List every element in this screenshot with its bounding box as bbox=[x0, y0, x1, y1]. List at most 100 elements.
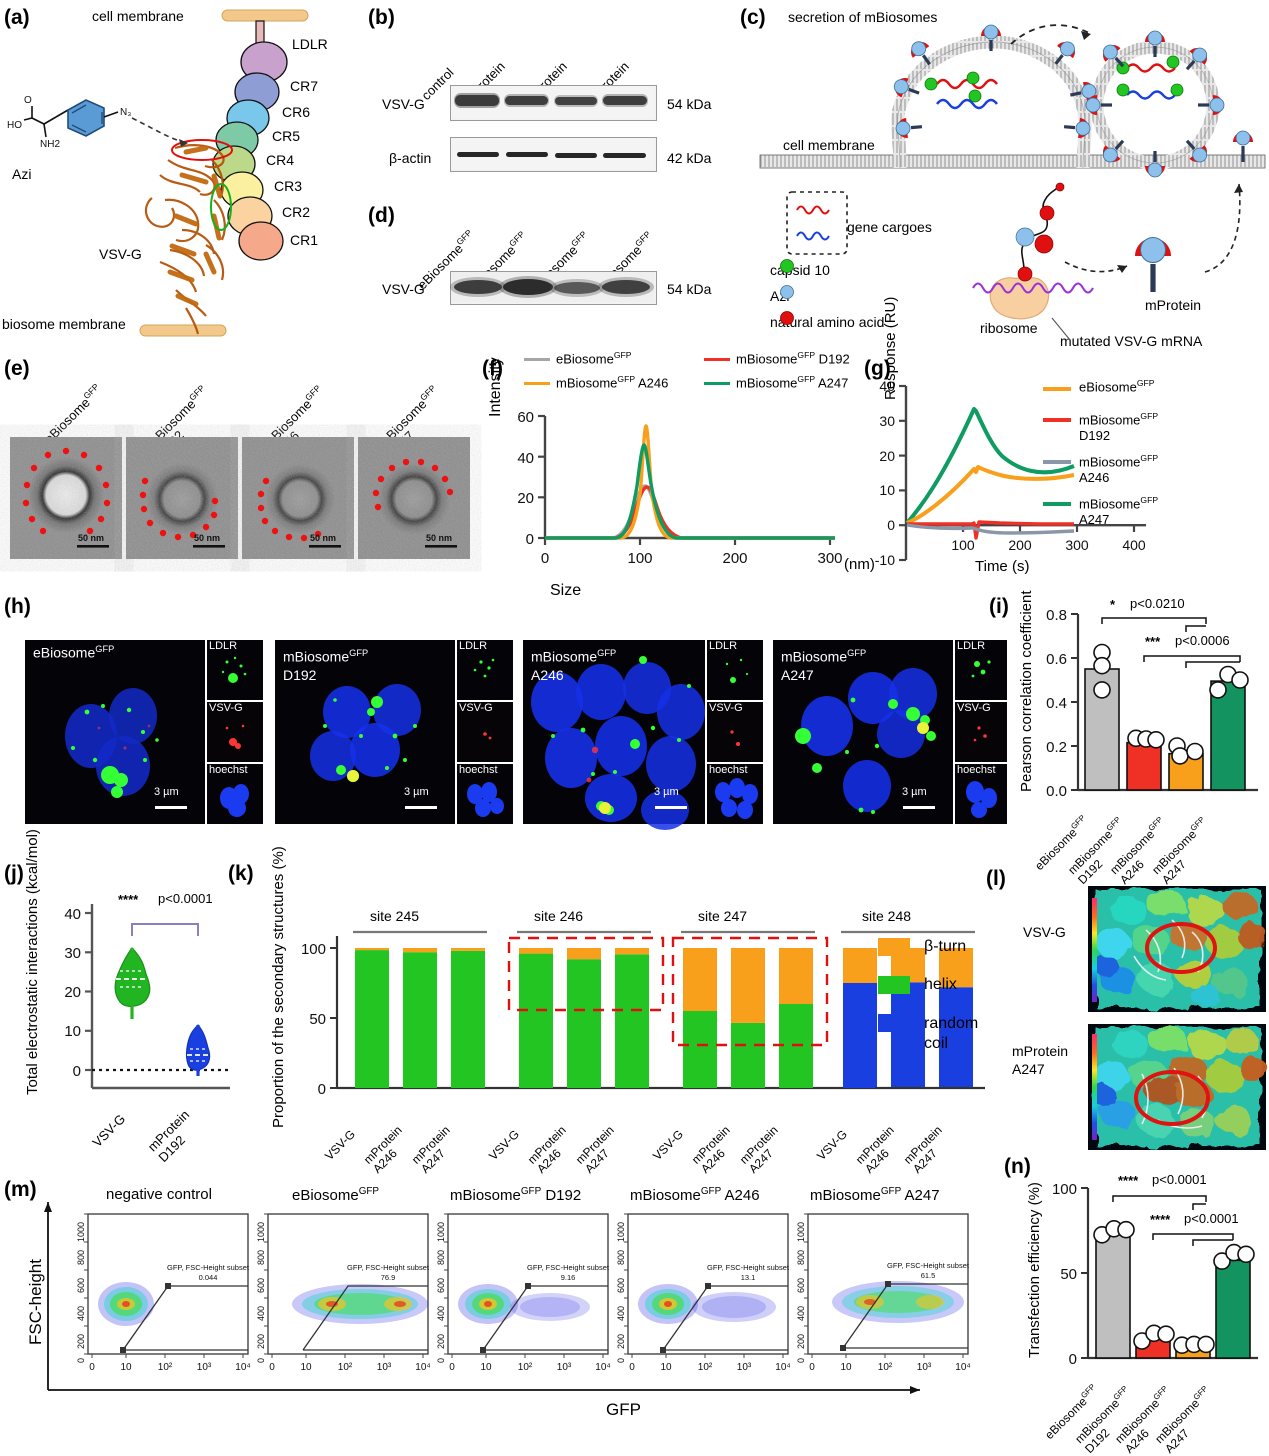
m-gate-label-0: GFP, FSC-Height subset bbox=[167, 1263, 250, 1272]
m-scatter-4: 1000 800 600 400 200 0 0 10 10² 10³ 10⁴ GFP… bbox=[796, 1213, 971, 1373]
svg-text:10³: 10³ bbox=[557, 1362, 572, 1373]
j-annot-text: p<0.0001 bbox=[158, 891, 213, 906]
g-ytick-30: 30 bbox=[879, 413, 895, 429]
h-channel-label: LDLR bbox=[709, 640, 738, 652]
h-image-label-1: mBiosomeGFP D192 bbox=[283, 648, 369, 683]
i-annot-stars-1: *** bbox=[1145, 634, 1161, 649]
g-ytick-40: 40 bbox=[879, 378, 895, 394]
g-legend-label-0: eBiosomeGFP bbox=[1079, 378, 1155, 395]
i-ylabel: Pearson correlation coefficient bbox=[1018, 590, 1035, 792]
svg-text:1000: 1000 bbox=[616, 1222, 626, 1242]
h-channel-label: VSV-G bbox=[709, 702, 743, 714]
a-domain-cr5: CR5 bbox=[272, 128, 301, 144]
svg-text:10: 10 bbox=[480, 1362, 492, 1373]
h-channel-vsvg-0: VSV-G bbox=[207, 702, 263, 762]
panel-label-i: (i) bbox=[989, 595, 1009, 618]
n-annot-stars-0: **** bbox=[1118, 1173, 1139, 1188]
k-xcat-11: mProtein A247 bbox=[900, 1122, 945, 1176]
k-legend-label-beta: β-turn bbox=[924, 938, 967, 955]
i-annot-text-0: p<0.0210 bbox=[1130, 596, 1185, 611]
k-group-245 bbox=[355, 948, 485, 1088]
j-chart: 40 30 20 10 0 bbox=[64, 904, 230, 1090]
h-scalebar-1: 3 µm bbox=[404, 786, 429, 798]
svg-text:400: 400 bbox=[796, 1306, 806, 1321]
i-ytick-08: 0.8 bbox=[1046, 607, 1067, 624]
m-plot-title-3: mBiosomeGFP A246 bbox=[630, 1186, 760, 1204]
panel-label-g: (g) bbox=[864, 357, 891, 380]
k-bar-beta bbox=[403, 948, 437, 953]
l-structure-vsvg bbox=[1088, 886, 1267, 1012]
svg-text:10²: 10² bbox=[158, 1362, 173, 1373]
f-xtick-0: 0 bbox=[541, 550, 549, 567]
a-domain-cr1: CR1 bbox=[290, 232, 319, 248]
m-gate-value-4: 61.5 bbox=[921, 1271, 936, 1280]
a-domain-ldlr: LDLR bbox=[292, 36, 328, 52]
k-xcat-3: VSV-G bbox=[486, 1127, 522, 1163]
g-ytick-20: 20 bbox=[879, 448, 895, 464]
k-bar-helix bbox=[451, 950, 485, 1088]
i-annot-text-1: p<0.0006 bbox=[1175, 633, 1230, 648]
f-ytick-20: 20 bbox=[517, 490, 534, 507]
k-legend-swatch-coil bbox=[878, 1014, 910, 1032]
k-site-247: site 247 bbox=[698, 908, 748, 924]
k-bar-coil bbox=[843, 983, 877, 1088]
g-legend-label-1: mBiosomeGFP D192 bbox=[1079, 411, 1159, 444]
a-domain-cr4: CR4 bbox=[266, 152, 295, 168]
a-domain-cr3: CR3 bbox=[274, 178, 303, 194]
f-xtick-200: 200 bbox=[722, 550, 747, 567]
j-xcat-0: VSV-G bbox=[89, 1111, 129, 1150]
k-xcat-4: mProtein A246 bbox=[524, 1122, 569, 1176]
j-ytick-20: 20 bbox=[64, 984, 81, 1001]
m-gate-value-1: 76.9 bbox=[381, 1273, 396, 1282]
svg-text:10: 10 bbox=[660, 1362, 672, 1373]
svg-text:0: 0 bbox=[256, 1358, 266, 1363]
i-chart: 0.8 0.6 0.4 0.2 0.0 bbox=[1046, 607, 1258, 800]
svg-text:800: 800 bbox=[76, 1250, 86, 1265]
c-legend-2-label: natural amino acid bbox=[770, 314, 885, 330]
panel-label-n: (n) bbox=[1004, 1155, 1031, 1178]
k-bar-beta bbox=[779, 948, 813, 1004]
a-diagram: O HO NH2 N₃ bbox=[7, 9, 309, 337]
g-legend-swatch-0 bbox=[1043, 387, 1071, 391]
d-row-label: VSV-G bbox=[382, 281, 425, 297]
c-mprotein-label: mProtein bbox=[1145, 297, 1202, 313]
h-channel-vsvg-1: VSV-G bbox=[457, 702, 513, 762]
b-blot-actin bbox=[450, 137, 657, 172]
a-azi-nh2-label: NH2 bbox=[40, 139, 60, 150]
g-legend-label-3: mBiosomeGFP A247 bbox=[1079, 495, 1159, 528]
panel-label-k: (k) bbox=[228, 862, 254, 885]
h-image-label-2: mBiosomeGFP A246 bbox=[531, 648, 617, 683]
h-main-image-3: mBiosomeGFP A247 3 µm bbox=[773, 640, 953, 824]
g-legend-swatch-2 bbox=[1043, 460, 1071, 464]
panel-label-c: (c) bbox=[740, 6, 766, 29]
m-xlabel: GFP bbox=[606, 1400, 641, 1419]
m-gate-label-4: GFP, FSC-Height subset bbox=[887, 1261, 970, 1270]
i-ytick-04: 0.4 bbox=[1046, 695, 1067, 712]
k-bar-coil bbox=[939, 987, 973, 1088]
g-xtick-400: 400 bbox=[1122, 537, 1146, 553]
svg-text:0: 0 bbox=[76, 1358, 86, 1363]
svg-text:200: 200 bbox=[76, 1334, 86, 1349]
m-scatter-2: 1000 800 600 400 200 0 0 10 10² 10³ 10⁴ bbox=[436, 1213, 611, 1373]
n-annot-text-0: p<0.0001 bbox=[1152, 1172, 1207, 1187]
svg-text:10: 10 bbox=[840, 1362, 852, 1373]
k-bar-beta bbox=[567, 948, 601, 960]
svg-text:10⁴: 10⁴ bbox=[955, 1362, 970, 1373]
h-channel-hoechst-2: hoechst bbox=[707, 764, 763, 824]
i-annot-stars-0: * bbox=[1110, 597, 1116, 612]
j-xcat-1: mProtein D192 bbox=[144, 1106, 193, 1165]
h-channel-label: VSV-G bbox=[209, 702, 243, 714]
g-ytick-10: 10 bbox=[879, 482, 895, 498]
a-azi-o-label: O bbox=[24, 95, 32, 106]
a-vsvg-label: VSV-G bbox=[99, 246, 142, 262]
a-azi-ho-label: HO bbox=[7, 120, 22, 131]
svg-text:10³: 10³ bbox=[917, 1362, 932, 1373]
f-legend-swatch-3 bbox=[704, 382, 730, 385]
n-ylabel: Transfection efficiency (%) bbox=[1026, 1182, 1043, 1358]
a-domain-cr6: CR6 bbox=[282, 104, 311, 120]
svg-text:0: 0 bbox=[436, 1358, 446, 1363]
h-image-label-3: mBiosomeGFP A247 bbox=[781, 648, 867, 683]
c-gene-cargoes-label: gene cargoes bbox=[847, 219, 932, 235]
m-gate-value-2: 9.16 bbox=[561, 1273, 576, 1282]
panel-label-d: (d) bbox=[368, 204, 395, 227]
